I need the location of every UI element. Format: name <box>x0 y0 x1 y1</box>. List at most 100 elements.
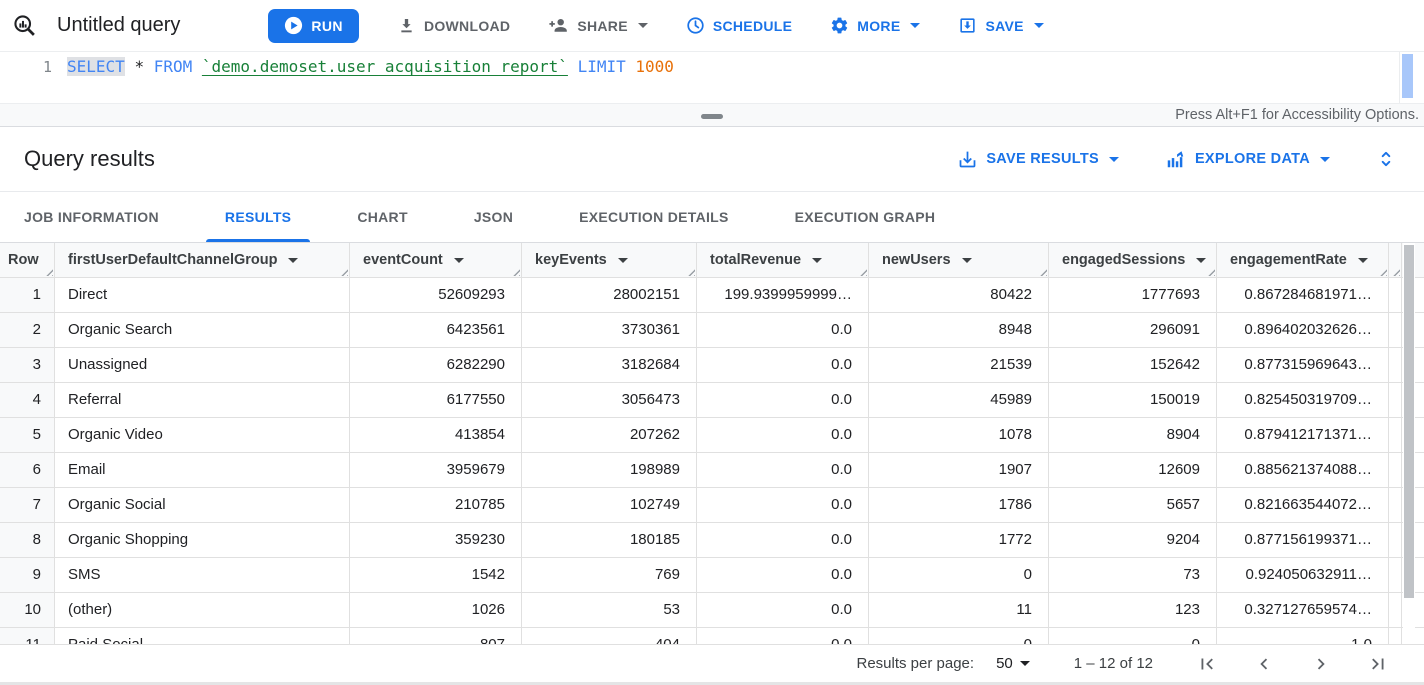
data-cell: 0.0 <box>697 628 869 644</box>
pagination-bar: Results per page: 50 1 – 12 of 12 <box>0 644 1424 682</box>
column-resize-handle[interactable] <box>1206 267 1215 276</box>
download-button[interactable]: DOWNLOAD <box>397 16 510 35</box>
data-cell: Referral <box>55 383 350 417</box>
last-page-button[interactable] <box>1366 652 1390 676</box>
row-number-cell: 8 <box>0 523 55 557</box>
table-scrollbar[interactable] <box>1403 243 1415 644</box>
column-header-keyEvents: keyEvents <box>522 243 697 277</box>
page-size-caret-icon <box>1019 661 1030 666</box>
query-toolbar: Untitled query RUN DOWNLOAD <box>0 0 1424 52</box>
data-cell: 0.0 <box>697 523 869 557</box>
editor-scrollbar-thumb[interactable] <box>1402 54 1413 98</box>
run-button[interactable]: RUN <box>268 8 359 43</box>
table-row: 6 Email 3959679 198989 0.0 1907 12609 0.8856213… <box>0 453 1424 488</box>
panel-splitter-handle[interactable] <box>701 114 723 119</box>
chevron-right-icon <box>1310 653 1332 675</box>
editor-scrollbar[interactable] <box>1399 52 1414 103</box>
data-cell: 1777693 <box>1049 278 1217 312</box>
explore-data-button[interactable]: EXPLORE DATA <box>1165 148 1330 170</box>
tab-execution-graph[interactable]: EXECUTION GRAPH <box>794 209 936 225</box>
results-table: Row firstUserDefaultChannelGroup eventCoun… <box>0 243 1424 644</box>
column-header-engagedSessions: engagedSessions <box>1049 243 1217 277</box>
data-cell: 0.867284681971… <box>1217 278 1389 312</box>
column-label: newUsers <box>882 252 951 268</box>
column-menu-caret-icon[interactable] <box>453 257 464 263</box>
results-actions: SAVE RESULTS EXPLORE DATA <box>957 148 1424 170</box>
page-size-select[interactable]: 50 <box>996 655 1030 672</box>
download-tray-icon <box>957 149 978 170</box>
table-header-row: Row firstUserDefaultChannelGroup eventCoun… <box>0 243 1424 278</box>
first-page-button[interactable] <box>1195 652 1219 676</box>
column-resize-handle[interactable] <box>511 267 520 276</box>
results-tabs: JOB INFORMATION RESULTS CHART JSON EXECUTION… <box>0 192 1424 243</box>
column-header-newUsers: newUsers <box>869 243 1049 277</box>
pagination-buttons <box>1195 652 1390 676</box>
gear-icon <box>830 16 849 35</box>
column-header-firstUserDefaultChannelGroup: firstUserDefaultChannelGroup <box>55 243 350 277</box>
line-number-gutter: 1 <box>42 58 52 76</box>
person-add-icon <box>548 15 569 36</box>
data-cell: 210785 <box>350 488 522 522</box>
explore-data-caret-icon <box>1320 156 1330 162</box>
data-cell: (other) <box>55 593 350 627</box>
tab-json[interactable]: JSON <box>473 209 514 225</box>
bar-chart-trend-icon <box>1165 148 1187 170</box>
schedule-button[interactable]: SCHEDULE <box>686 16 792 35</box>
data-cell: 73 <box>1049 558 1217 592</box>
table-body: 1 Direct 52609293 28002151 199.9399959999… 80… <box>0 278 1424 644</box>
data-cell: 123 <box>1049 593 1217 627</box>
expand-results-button[interactable] <box>1376 149 1396 169</box>
tab-results[interactable]: RESULTS <box>205 192 311 242</box>
data-cell: 807 <box>350 628 522 644</box>
column-menu-caret-icon[interactable] <box>812 257 823 263</box>
previous-page-button[interactable] <box>1252 652 1276 676</box>
more-button[interactable]: MORE <box>830 16 921 35</box>
column-resize-handle[interactable] <box>339 267 348 276</box>
row-number-cell: 3 <box>0 348 55 382</box>
play-circle-icon <box>284 16 303 35</box>
save-button[interactable]: SAVE <box>958 16 1044 35</box>
data-cell: 45989 <box>869 383 1049 417</box>
data-cell: 0 <box>1049 628 1217 644</box>
column-resize-handle[interactable] <box>1391 267 1400 276</box>
column-resize-handle[interactable] <box>686 267 695 276</box>
sql-editor[interactable]: 1 SELECT * FROM `demo.demoset.user_acqui… <box>0 52 1424 103</box>
data-cell: 28002151 <box>522 278 697 312</box>
data-cell: Organic Search <box>55 313 350 347</box>
data-cell: 0.821663544072… <box>1217 488 1389 522</box>
column-menu-caret-icon[interactable] <box>617 257 628 263</box>
sql-token-keyword: LIMIT <box>577 57 626 76</box>
data-cell: 6282290 <box>350 348 522 382</box>
tab-job-information[interactable]: JOB INFORMATION <box>24 209 159 225</box>
data-cell: 21539 <box>869 348 1049 382</box>
column-resize-handle[interactable] <box>1378 267 1387 276</box>
data-cell: 6423561 <box>350 313 522 347</box>
data-cell: 0.0 <box>697 313 869 347</box>
column-header-totalRevenue: totalRevenue <box>697 243 869 277</box>
data-cell: 8948 <box>869 313 1049 347</box>
column-label: Row <box>8 252 39 268</box>
last-page-icon <box>1367 653 1389 675</box>
column-resize-handle[interactable] <box>858 267 867 276</box>
column-menu-caret-icon[interactable] <box>1357 257 1368 263</box>
table-row: 2 Organic Search 6423561 3730361 0.0 8948 2960… <box>0 313 1424 348</box>
column-menu-caret-icon[interactable] <box>1196 257 1207 263</box>
column-menu-caret-icon[interactable] <box>288 257 299 263</box>
data-cell: 1786 <box>869 488 1049 522</box>
table-row: 11Paid Social8074040.0001.0 <box>0 628 1424 644</box>
column-menu-caret-icon[interactable] <box>961 257 972 263</box>
share-button[interactable]: SHARE <box>548 15 648 36</box>
sql-query-line[interactable]: SELECT * FROM `demo.demoset.user_acquisi… <box>67 56 1404 78</box>
tab-execution-details[interactable]: EXECUTION DETAILS <box>579 209 729 225</box>
next-page-button[interactable] <box>1309 652 1333 676</box>
column-header-Row: Row <box>0 243 55 277</box>
column-resize-handle[interactable] <box>1038 267 1047 276</box>
column-resize-handle[interactable] <box>44 267 53 276</box>
pagination-range: 1 – 12 of 12 <box>1073 655 1153 672</box>
table-scrollbar-thumb[interactable] <box>1404 245 1414 598</box>
sliver-cell <box>1389 453 1402 487</box>
save-results-button[interactable]: SAVE RESULTS <box>957 149 1119 170</box>
data-cell: 3730361 <box>522 313 697 347</box>
tab-chart[interactable]: CHART <box>357 209 408 225</box>
data-cell: 199.9399959999… <box>697 278 869 312</box>
